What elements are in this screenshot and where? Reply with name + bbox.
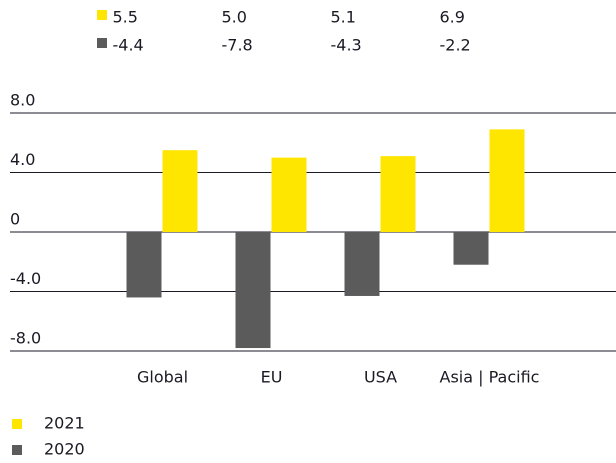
value-label: -4.4 <box>113 36 144 55</box>
y-tick-label: -4.0 <box>10 269 41 288</box>
table-swatch <box>97 38 107 48</box>
y-tick-label: 0 <box>10 210 20 229</box>
y-tick-label: 8.0 <box>10 91 35 110</box>
value-label: -2.2 <box>440 36 471 55</box>
bar <box>235 232 271 349</box>
bar <box>271 157 307 232</box>
y-tick-label: 4.0 <box>10 150 35 169</box>
y-tick-label: -8.0 <box>10 329 41 348</box>
legend-label: 2021 <box>44 414 85 433</box>
value-label: 5.1 <box>331 8 356 27</box>
bar <box>344 232 380 296</box>
value-label: -4.3 <box>331 36 362 55</box>
x-tick-label: Asia | Pacific <box>440 368 540 387</box>
bar <box>453 232 489 265</box>
bar <box>126 232 162 298</box>
value-label: 5.0 <box>222 8 247 27</box>
value-label: 6.9 <box>440 8 465 27</box>
x-tick-label: Global <box>137 368 188 387</box>
bar <box>380 156 416 232</box>
value-label: -7.8 <box>222 36 253 55</box>
legend-swatch <box>12 419 22 429</box>
value-label: 5.5 <box>113 8 138 27</box>
legend-label: 2020 <box>44 440 85 459</box>
table-swatch <box>97 10 107 20</box>
x-tick-label: EU <box>261 368 283 387</box>
legend-swatch <box>12 445 22 455</box>
bar <box>489 129 525 232</box>
bar <box>162 150 198 232</box>
x-tick-label: USA <box>364 368 397 387</box>
